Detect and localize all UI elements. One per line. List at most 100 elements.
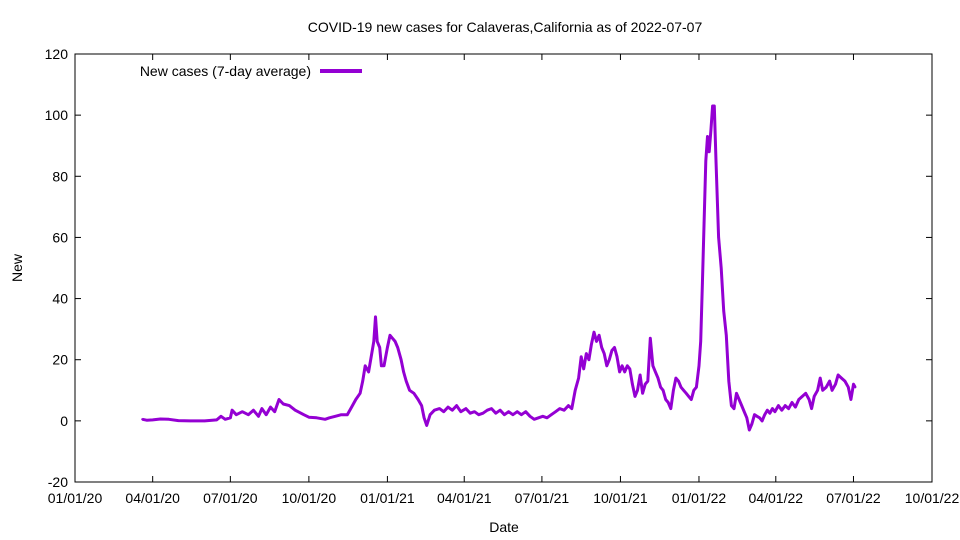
data-point — [843, 379, 847, 383]
data-point — [516, 410, 519, 413]
data-point — [554, 410, 557, 413]
series-layer — [141, 104, 857, 432]
data-point — [603, 352, 606, 355]
data-point — [825, 386, 828, 389]
data-point — [633, 395, 637, 398]
data-point — [382, 364, 386, 367]
data-point — [323, 418, 327, 421]
data-point — [720, 266, 723, 270]
data-point — [618, 370, 621, 374]
data-point — [380, 364, 383, 367]
x-tick-label: 10/01/22 — [905, 490, 960, 506]
data-point — [816, 389, 819, 392]
data-point — [545, 416, 549, 419]
x-tick-label: 10/01/20 — [282, 490, 337, 506]
data-point — [828, 379, 831, 383]
data-point — [626, 364, 629, 367]
data-point — [288, 404, 291, 407]
data-point — [854, 386, 857, 389]
data-point — [537, 416, 540, 419]
data-point — [422, 416, 426, 419]
y-tick-label: 60 — [52, 229, 68, 245]
x-axis: 01/01/20 04/01/20 07/01/20 10/01/20 01/01/21… — [48, 54, 960, 506]
data-point — [455, 404, 458, 407]
data-point — [697, 364, 701, 367]
data-point — [748, 428, 751, 432]
data-point — [692, 389, 695, 392]
data-point — [755, 415, 759, 418]
x-tick-label: 07/01/22 — [826, 490, 881, 506]
data-point — [732, 407, 736, 410]
data-point — [608, 358, 611, 361]
data-point — [768, 412, 771, 415]
data-point — [428, 413, 432, 416]
data-point — [605, 364, 608, 367]
data-point — [364, 364, 367, 367]
data-point — [520, 413, 523, 416]
x-axis-title: Date — [489, 519, 519, 535]
y-tick-label: -20 — [48, 474, 68, 490]
data-point — [849, 398, 853, 401]
data-point — [408, 389, 411, 392]
data-point — [141, 418, 144, 421]
data-point — [469, 412, 472, 415]
data-point — [494, 412, 497, 415]
data-point — [735, 392, 738, 395]
data-point — [743, 410, 746, 413]
data-point — [777, 404, 780, 407]
data-point — [388, 334, 392, 337]
data-point — [177, 419, 180, 422]
data-point — [224, 418, 227, 421]
data-point — [758, 416, 761, 419]
data-point — [577, 376, 580, 380]
data-point — [801, 395, 804, 398]
y-tick-label: 80 — [52, 168, 68, 184]
data-point — [490, 407, 493, 410]
data-point — [550, 413, 553, 416]
data-point — [613, 346, 616, 349]
y-tick-label: 100 — [45, 107, 69, 123]
data-point — [219, 415, 223, 418]
data-point — [641, 392, 644, 395]
data-point — [763, 413, 766, 416]
data-point — [315, 416, 318, 419]
data-point — [391, 337, 394, 340]
data-point — [679, 386, 683, 389]
data-point — [402, 370, 405, 374]
x-tick-label: 04/01/21 — [437, 490, 492, 506]
data-point — [203, 419, 206, 423]
data-point — [725, 334, 728, 337]
data-point — [834, 383, 837, 386]
data-point — [840, 376, 843, 380]
data-point — [669, 407, 672, 410]
data-point — [656, 376, 660, 380]
data-point — [804, 392, 807, 395]
data-point — [562, 409, 566, 412]
data-point — [340, 413, 343, 416]
data-point — [541, 415, 544, 418]
data-point — [503, 413, 506, 416]
data-point — [682, 389, 685, 392]
data-point — [528, 415, 532, 418]
data-point — [260, 407, 264, 410]
data-point — [189, 419, 192, 423]
x-tick-label: 07/01/21 — [515, 490, 570, 506]
data-point — [459, 410, 462, 413]
data-point — [760, 419, 764, 423]
data-point — [659, 386, 662, 389]
data-point — [695, 386, 698, 389]
data-point — [677, 379, 680, 383]
data-point — [235, 413, 238, 416]
data-point — [558, 407, 561, 410]
data-point — [277, 398, 281, 401]
y-tick-label: 40 — [52, 291, 68, 307]
data-point — [294, 409, 297, 412]
y-tick-label: 20 — [52, 352, 68, 368]
data-point — [794, 405, 797, 409]
data-point — [354, 398, 357, 401]
y-axis-title: New — [9, 253, 25, 282]
data-point — [230, 409, 234, 412]
data-point — [784, 404, 787, 407]
data-point — [372, 340, 375, 343]
